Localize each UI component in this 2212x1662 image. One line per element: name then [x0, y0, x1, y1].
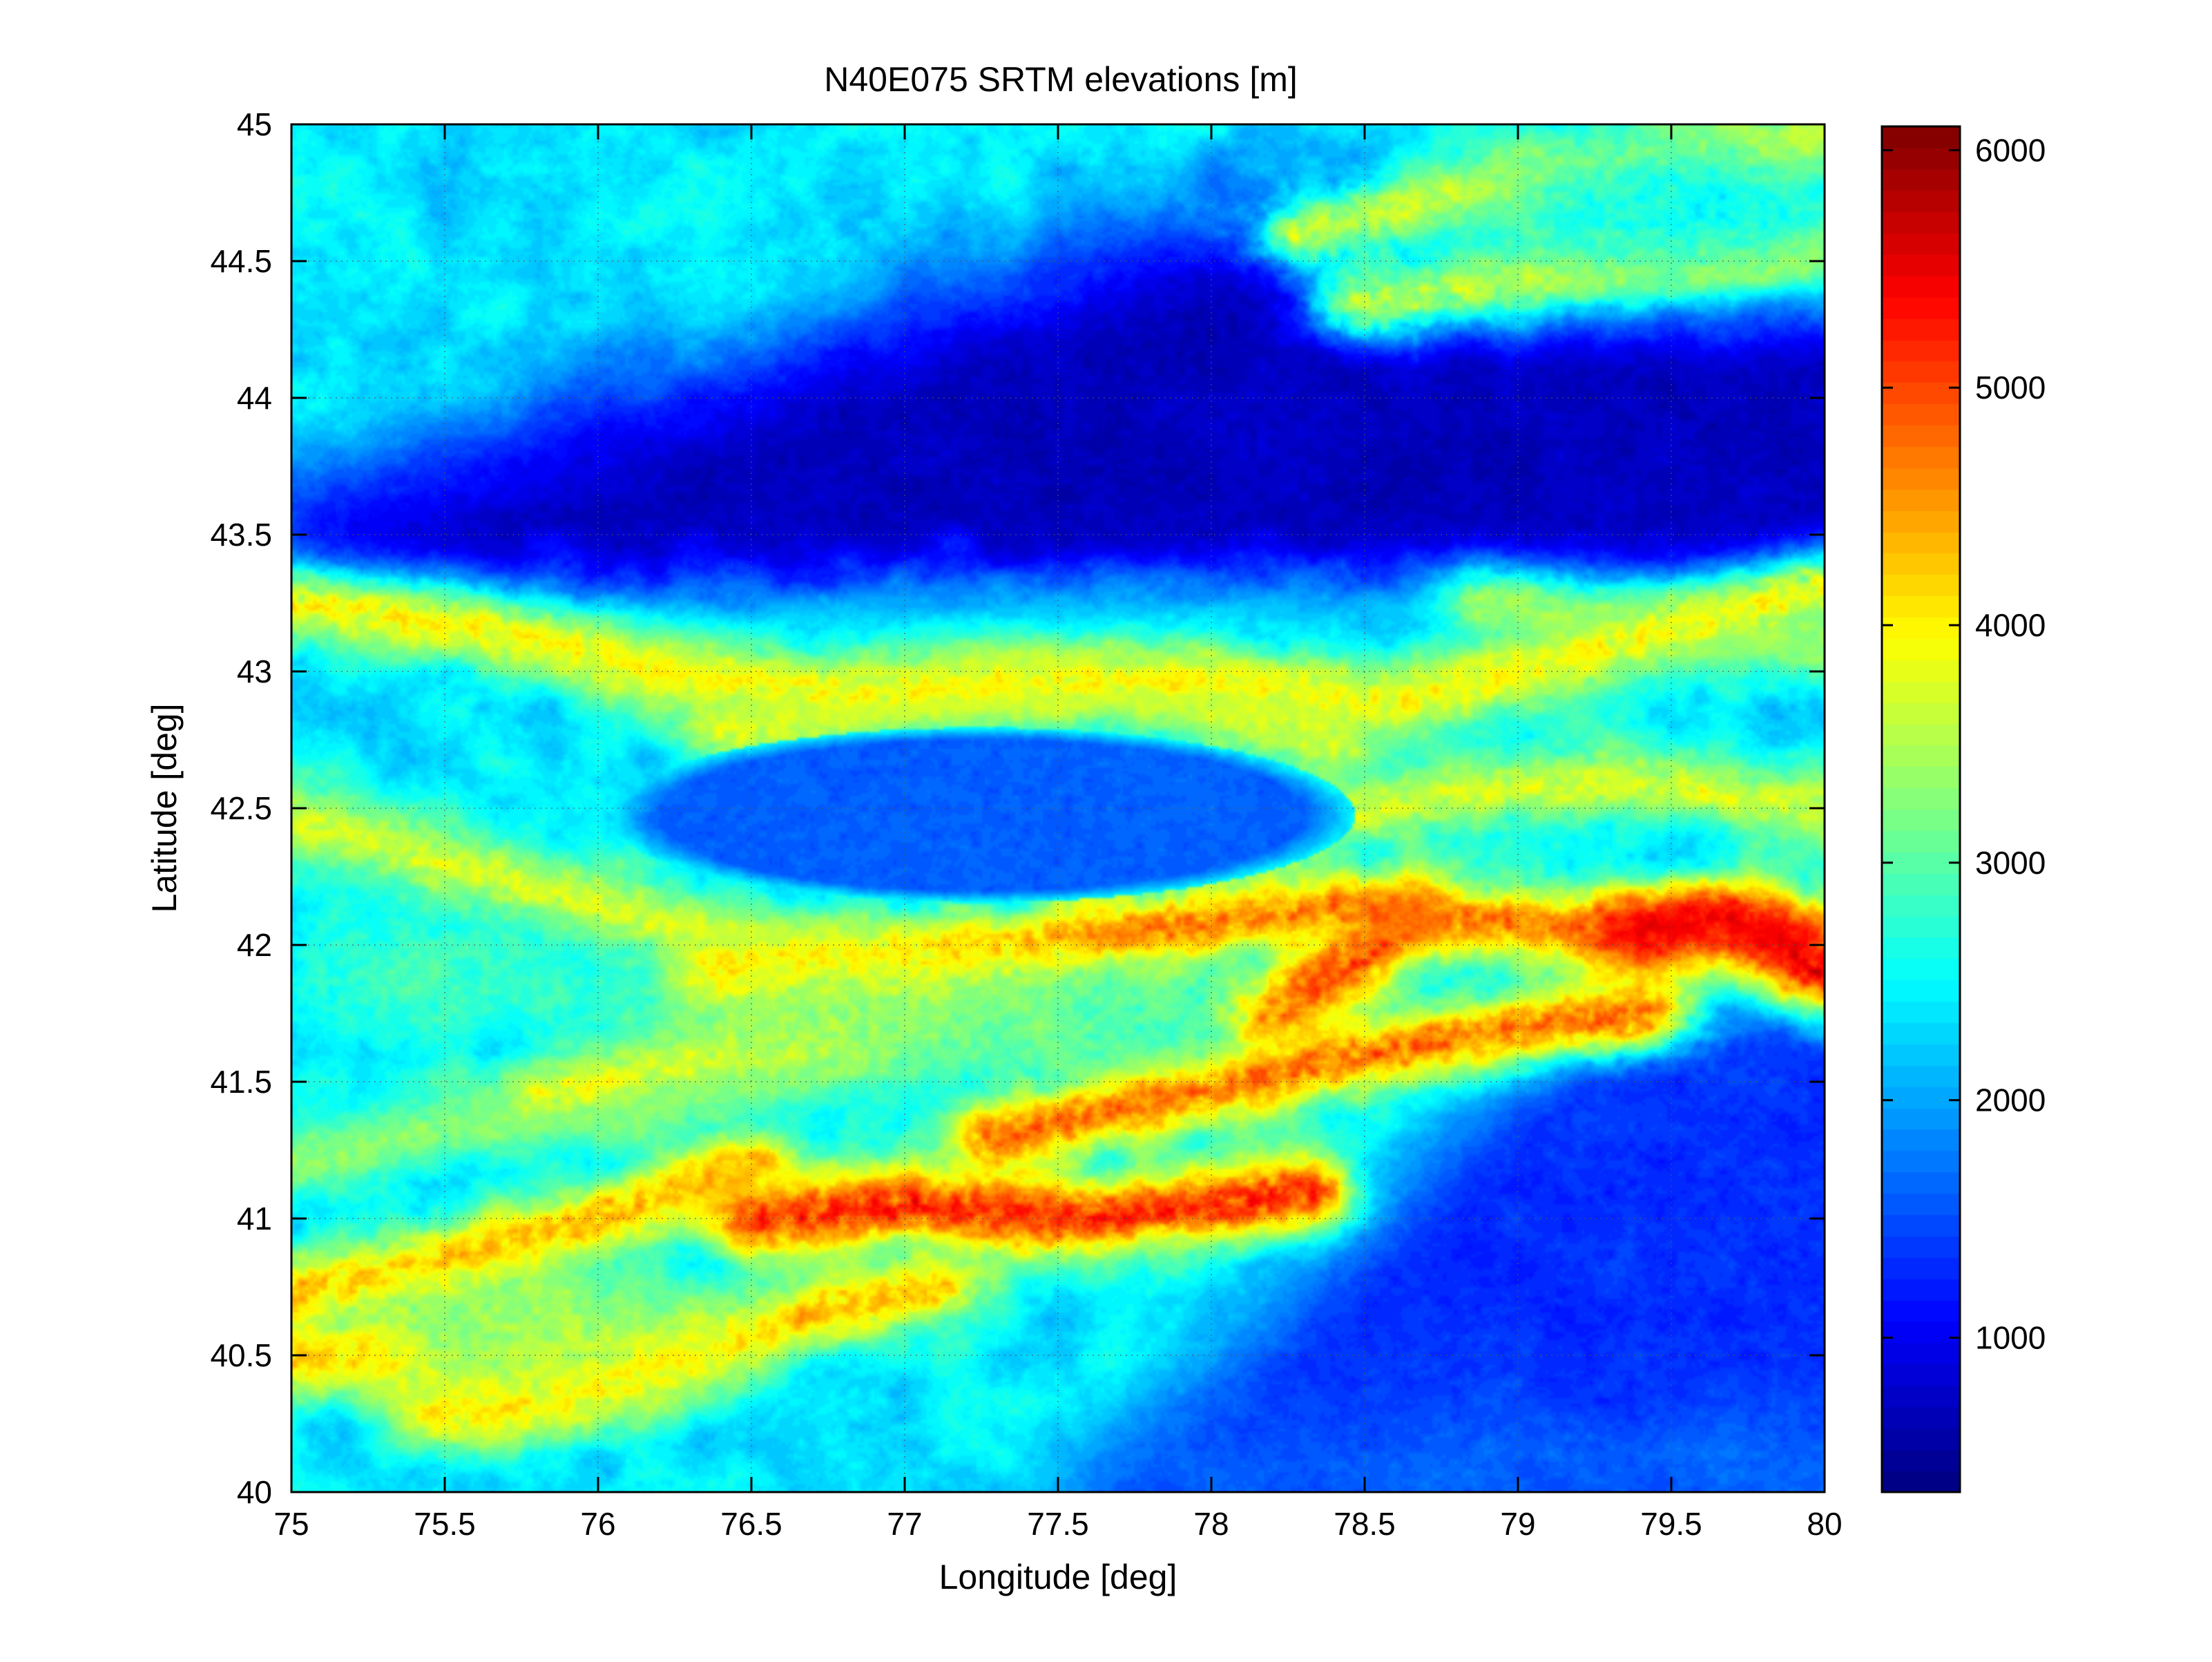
x-tick-label: 78 [1193, 1506, 1229, 1542]
colorbar-gradient-container [1882, 126, 1960, 1492]
y-tick-label: 40.5 [210, 1337, 272, 1373]
x-axis-label: Longitude [deg] [939, 1558, 1177, 1596]
colorbar-tick-label: 5000 [1975, 370, 2046, 405]
colorbar-gradient [1882, 126, 1960, 1492]
y-tick-label: 41 [237, 1201, 272, 1236]
x-tick-label: 75 [273, 1506, 309, 1542]
x-tick-label: 78.5 [1334, 1506, 1396, 1542]
colorbar-tick-label: 6000 [1975, 132, 2046, 168]
x-tick-label: 77 [887, 1506, 922, 1542]
colorbar-ticks: 1000 2000 3000 4000 5000 6000 [1882, 132, 2046, 1356]
x-tick-label: 79.5 [1640, 1506, 1702, 1542]
y-tick-label: 40 [237, 1474, 272, 1510]
x-tick-label: 76.5 [720, 1506, 782, 1542]
x-tick-label: 77.5 [1027, 1506, 1089, 1542]
x-tick-label: 76 [580, 1506, 615, 1542]
y-tick-label: 44 [237, 380, 272, 416]
y-tick-label: 42 [237, 927, 272, 963]
colorbar-tick-label: 4000 [1975, 607, 2046, 643]
y-tick-label: 43.5 [210, 517, 272, 553]
y-tick-label: 43 [237, 653, 272, 689]
y-tick-label: 45 [237, 106, 272, 142]
x-tick-label: 75.5 [414, 1506, 476, 1542]
grid-lines [291, 124, 1825, 1492]
plot-area: 75 75.5 76 76.5 77 77.5 78 78.5 79 79.5 80 4040.54… [210, 106, 1842, 1542]
colorbar-tick-label: 2000 [1975, 1082, 2046, 1118]
x-tick-label: 79 [1500, 1506, 1535, 1542]
y-axis-label: Latitude [deg] [145, 703, 184, 913]
y-axis-ticks: 40 40.5 41 41.5 42 42.5 43 43.5 44 44.5 45 [210, 106, 1825, 1510]
colorbar-tick-label: 3000 [1975, 845, 2046, 881]
x-tick-label: 80 [1807, 1506, 1842, 1542]
x-axis-ticks: 75 75.5 76 76.5 77 77.5 78 78.5 79 79.5 80 [273, 124, 1843, 1542]
colorbar-tick-label: 1000 [1975, 1320, 2046, 1356]
y-tick-label: 41.5 [210, 1064, 272, 1100]
colorbar-frame [1881, 125, 1961, 1493]
y-tick-label: 44.5 [210, 243, 272, 279]
chart-title: N40E075 SRTM elevations [m] [824, 60, 1298, 99]
y-tick-label: 42.5 [210, 790, 272, 826]
colorbar: 1000 2000 3000 4000 5000 6000 [1881, 125, 2046, 1493]
